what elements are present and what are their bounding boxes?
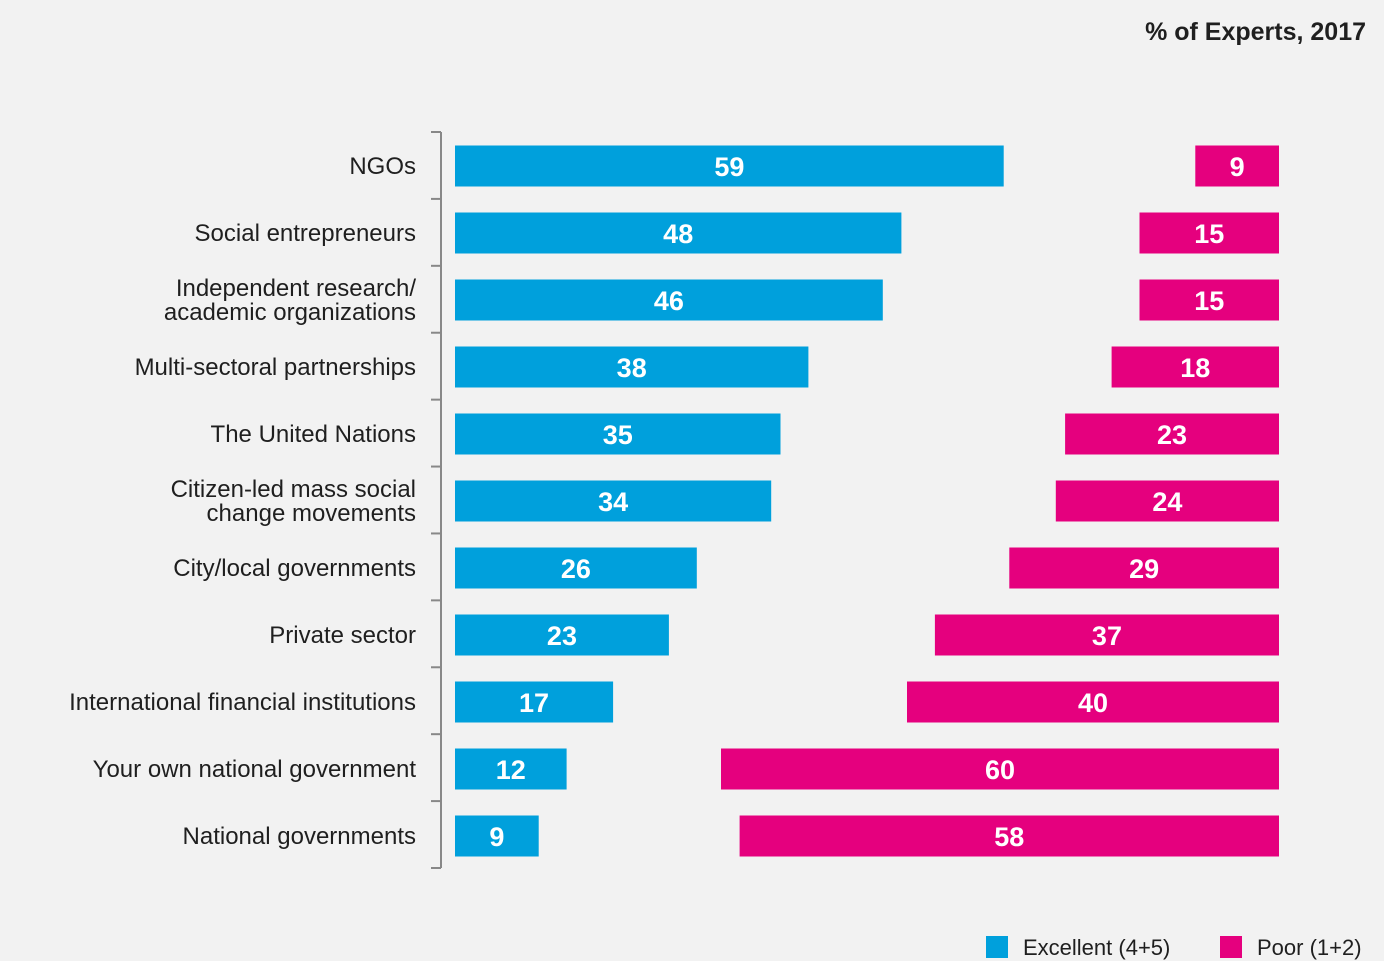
- category-label: Private sector: [269, 622, 416, 649]
- excellent-value-label: 34: [598, 487, 628, 517]
- poor-bar: [1055, 480, 1279, 522]
- poor-bar: [1195, 145, 1279, 187]
- excellent-bar: [455, 346, 809, 388]
- excellent-bar: [455, 212, 902, 254]
- category-label: Multi-sectoral partnerships: [135, 354, 416, 381]
- category-label-line: academic organizations: [164, 299, 416, 326]
- legend-swatch: [1220, 936, 1242, 958]
- category-label: Social entrepreneurs: [195, 220, 416, 247]
- excellent-bar: [455, 547, 697, 589]
- excellent-value-label: 12: [496, 755, 526, 785]
- excellent-value-label: 26: [561, 554, 591, 584]
- poor-value-label: 15: [1194, 219, 1224, 249]
- poor-bar: [721, 748, 1279, 790]
- legend: Excellent (4+5) Poor (1+2): [986, 935, 1362, 960]
- category-axis: [431, 131, 442, 869]
- poor-bar: [1009, 547, 1279, 589]
- poor-value-label: 29: [1129, 554, 1159, 584]
- category-label-line: Independent research/: [176, 275, 417, 302]
- poor-bar: [907, 681, 1279, 723]
- excellent-bar: [455, 815, 539, 857]
- excellent-value-label: 38: [617, 353, 647, 383]
- excellent-value-label: 48: [663, 219, 693, 249]
- legend-label: Excellent (4+5): [1023, 935, 1170, 960]
- excellent-bar: [455, 748, 567, 790]
- poor-value-label: 15: [1194, 286, 1224, 316]
- excellent-value-label: 9: [489, 822, 504, 852]
- bars: 59 9 48 15 46 15 38 18 35 23 34 24 26 29 23 37 17 40 12 60 9…: [455, 145, 1279, 857]
- poor-value-label: 23: [1157, 420, 1187, 450]
- poor-value-label: 60: [985, 755, 1015, 785]
- excellent-value-label: 59: [714, 152, 744, 182]
- excellent-bar: [455, 480, 772, 522]
- category-label-line: Citizen-led mass social: [171, 476, 416, 503]
- excellent-value-label: 23: [547, 621, 577, 651]
- category-label-line: change movements: [207, 500, 416, 527]
- poor-value-label: 58: [994, 822, 1024, 852]
- poor-value-label: 24: [1152, 487, 1182, 517]
- excellent-bar: [455, 279, 883, 321]
- category-label: City/local governments: [173, 555, 416, 582]
- poor-bar: [934, 614, 1279, 656]
- chart-subtitle: % of Experts, 2017: [1145, 18, 1366, 46]
- poor-value-label: 18: [1180, 353, 1210, 383]
- excellent-value-label: 35: [603, 420, 633, 450]
- excellent-bar: [455, 145, 1004, 187]
- poor-value-label: 37: [1092, 621, 1122, 651]
- category-labels: NGOs Social entrepreneurs Independent rese…: [69, 153, 416, 850]
- excellent-bar: [455, 681, 614, 723]
- category-label: NGOs: [349, 153, 416, 180]
- category-label: International financial institutions: [69, 689, 416, 716]
- poor-bar: [1065, 413, 1279, 455]
- legend-swatch: [986, 936, 1008, 958]
- poor-value-label: 40: [1078, 688, 1108, 718]
- excellent-bar: [455, 413, 781, 455]
- excellent-bar: [455, 614, 669, 656]
- excellent-value-label: 17: [519, 688, 549, 718]
- poor-bar: [1139, 279, 1279, 321]
- poor-bar: [739, 815, 1279, 857]
- legend-label: Poor (1+2): [1257, 935, 1362, 960]
- category-label: National governments: [183, 823, 416, 850]
- poor-bar: [1111, 346, 1279, 388]
- category-label: Your own national government: [93, 756, 417, 783]
- category-label: Independent research/academic organizati…: [164, 275, 416, 326]
- category-label: Citizen-led mass social change movements: [171, 476, 416, 527]
- poor-value-label: 9: [1230, 152, 1245, 182]
- excellent-value-label: 46: [654, 286, 684, 316]
- category-label: The United Nations: [211, 421, 416, 448]
- poor-bar: [1139, 212, 1279, 254]
